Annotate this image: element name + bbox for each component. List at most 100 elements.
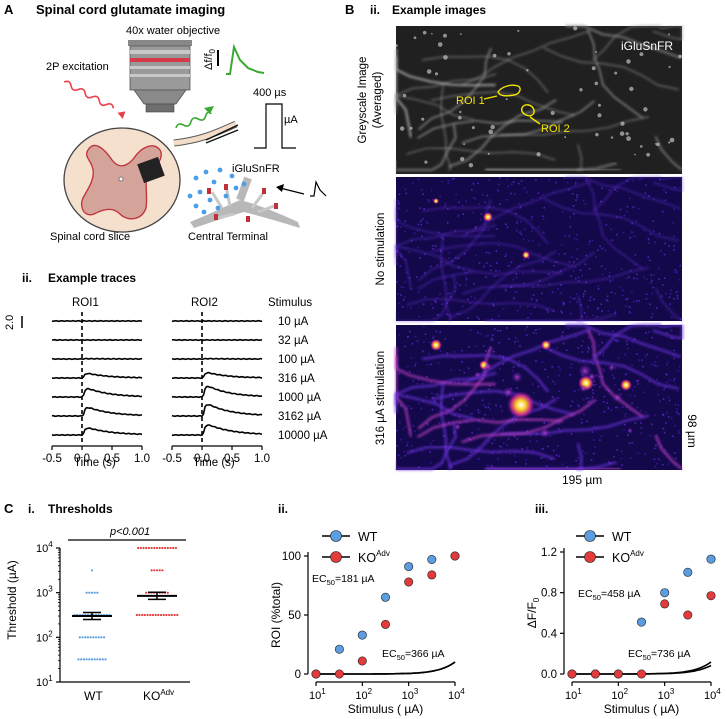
noise-pixel (453, 351, 456, 353)
noise-pixel (632, 206, 634, 209)
noise-pixel (507, 438, 510, 440)
noise-pixel (477, 409, 480, 411)
noise-pixel (674, 186, 676, 189)
noise-pixel (424, 272, 426, 274)
noise-pixel (575, 459, 577, 462)
noise-pixel (669, 379, 672, 382)
legend-label: KOAdv (612, 549, 644, 565)
noise-pixel (469, 454, 471, 456)
noise-pixel (474, 345, 477, 347)
noise-pixel (670, 329, 673, 332)
noise-pixel (668, 296, 671, 298)
threshold-point (90, 569, 94, 572)
noise-pixel (477, 458, 480, 460)
noise-pixel (573, 261, 575, 263)
noise-pixel (402, 299, 405, 301)
noise-pixel (640, 432, 643, 435)
noise-pixel (677, 369, 680, 372)
time-tick-label: 1.0 (134, 453, 150, 465)
noise-pixel (531, 449, 534, 452)
roi-2-label: ROI 2 (541, 123, 570, 135)
noise-pixel (499, 177, 501, 179)
noise-pixel (502, 356, 505, 358)
noise-pixel (412, 425, 415, 427)
threshold-point (173, 613, 176, 617)
noise-pixel (474, 198, 476, 200)
noise-pixel (624, 373, 627, 376)
threshold-point (135, 613, 138, 617)
noise-pixel (398, 193, 401, 195)
noise-pixel (533, 306, 536, 309)
noise-pixel (537, 385, 540, 388)
noise-pixel (618, 286, 621, 288)
noise-pixel (582, 295, 585, 297)
slice-label: Spinal cord slice (50, 231, 130, 243)
fiber-signal (654, 434, 683, 470)
signal-glow (453, 423, 462, 431)
noise-pixel (439, 250, 442, 252)
noise-pixel (506, 226, 509, 228)
noise-pixel (430, 442, 432, 445)
noise-pixel (487, 229, 490, 231)
legend-marker (584, 530, 596, 542)
noise-pixel (621, 406, 624, 408)
noise-pixel (488, 403, 491, 405)
threshold-point (77, 658, 80, 661)
noise-pixel (485, 251, 488, 254)
bright-puncta (442, 33, 447, 38)
noise-pixel (589, 299, 591, 302)
noise-pixel (671, 337, 674, 340)
noise-pixel (474, 227, 477, 230)
fiber-signal (396, 274, 457, 322)
ec50-label: EC50=458 µA (578, 588, 641, 602)
noise-pixel (401, 306, 404, 308)
noise-pixel (562, 301, 564, 304)
noise-pixel (645, 184, 647, 186)
noise-pixel (519, 207, 521, 209)
noise-pixel (519, 231, 521, 233)
noise-pixel (669, 303, 671, 305)
noise-pixel (668, 399, 671, 402)
noise-pixel (516, 310, 519, 312)
threshold-point (100, 636, 103, 639)
noise-pixel (535, 332, 538, 334)
noise-pixel (404, 188, 407, 191)
noise-pixel (566, 466, 569, 468)
noise-pixel (614, 292, 617, 295)
noise-pixel (428, 353, 430, 355)
noise-pixel (420, 220, 422, 223)
fiber (461, 100, 595, 144)
noise-pixel (432, 247, 434, 250)
data-point (427, 554, 437, 564)
noise-pixel (479, 219, 482, 221)
excitation-label: 2P excitation (46, 61, 109, 73)
noise-pixel (610, 228, 612, 231)
y-tick-label: 0.8 (541, 588, 557, 600)
noise-pixel (451, 178, 454, 180)
y-tick-label: 101 (36, 674, 53, 689)
noise-pixel (398, 372, 401, 375)
noise-pixel (663, 431, 666, 434)
y-tick-label: 0 (295, 669, 301, 681)
noise-pixel (515, 213, 517, 215)
noise-pixel (557, 445, 559, 447)
noise-pixel (631, 364, 633, 366)
noise-pixel (654, 241, 656, 244)
noise-pixel (591, 389, 594, 391)
threshold-point (166, 591, 169, 594)
noise-pixel (547, 376, 549, 378)
noise-pixel (648, 238, 650, 241)
noise-pixel (526, 334, 528, 337)
noise-pixel (569, 216, 571, 219)
noise-pixel (663, 189, 665, 191)
threshold-point (161, 546, 164, 550)
noise-pixel (626, 347, 629, 350)
noise-pixel (656, 307, 658, 309)
noise-pixel (489, 265, 492, 267)
noise-pixel (542, 218, 545, 220)
noise-pixel (584, 203, 587, 205)
noise-pixel (619, 208, 622, 211)
bright-puncta (505, 98, 508, 101)
time-tick-label: 0.0 (194, 453, 210, 465)
noise-pixel (549, 435, 551, 437)
